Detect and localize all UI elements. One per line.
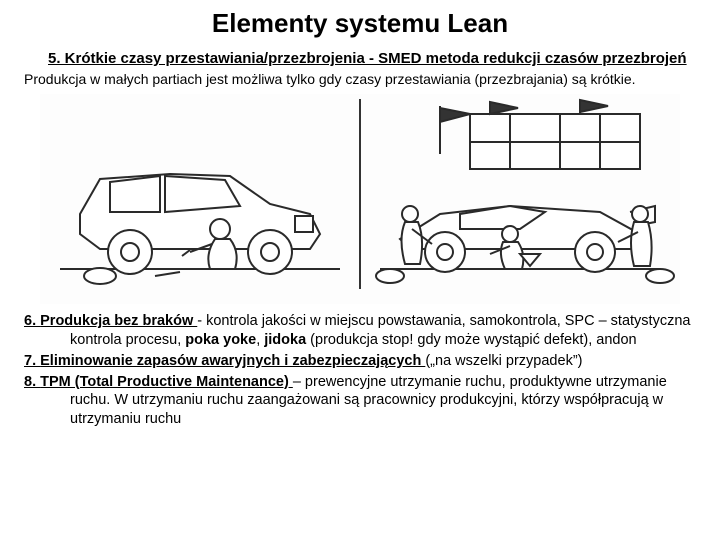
section-5-heading-tail: - SMED metoda redukcji czasów przezbroje…: [369, 50, 687, 67]
section-6: 6. Produkcja bez braków - kontrola jakoś…: [24, 312, 696, 350]
page-title: Elementy systemu Lean: [24, 8, 696, 39]
section-8-num: 8.: [24, 374, 40, 390]
section-7-num: 7.: [24, 353, 40, 369]
section-6-jidoka: jidoka: [264, 332, 306, 348]
section-6-num: 6.: [24, 313, 40, 329]
section-5-body: Produkcja w małych partiach jest możliwa…: [24, 71, 696, 89]
section-7: 7. Eliminowanie zapasów awaryjnych i zab…: [24, 352, 696, 371]
section-8-head: TPM (Total Productive Maintenance): [40, 374, 293, 390]
smed-illustration: [40, 94, 680, 304]
section-6-poka: poka yoke: [185, 332, 256, 348]
section-8: 8. TPM (Total Productive Maintenance) – …: [24, 373, 696, 430]
section-5-heading-main: 5. Krótkie czasy przestawiania/przezbroj…: [48, 50, 369, 67]
section-6-head: Produkcja bez braków: [40, 313, 197, 329]
section-7-head: Eliminowanie zapasów awaryjnych i zabezp…: [40, 353, 425, 369]
section-7-tail: („na wszelki przypadek”): [425, 353, 582, 369]
section-6-tail3: (produkcja stop! gdy może wystąpić defek…: [306, 332, 636, 348]
section-5-heading: 5. Krótkie czasy przestawiania/przezbroj…: [48, 49, 696, 69]
